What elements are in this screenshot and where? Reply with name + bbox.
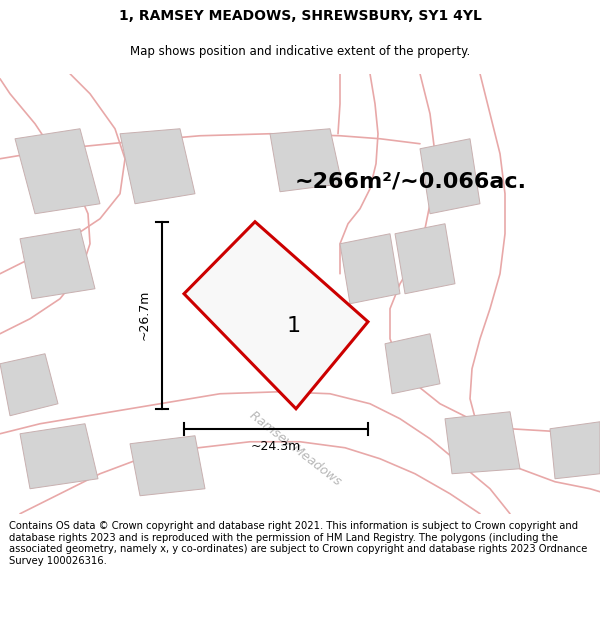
Text: Map shows position and indicative extent of the property.: Map shows position and indicative extent…	[130, 45, 470, 58]
Polygon shape	[445, 412, 520, 474]
Polygon shape	[130, 436, 205, 496]
Polygon shape	[20, 229, 95, 299]
Text: ~266m²/~0.066ac.: ~266m²/~0.066ac.	[295, 172, 527, 192]
Polygon shape	[15, 129, 100, 214]
Polygon shape	[184, 222, 368, 409]
Polygon shape	[395, 224, 455, 294]
Polygon shape	[120, 129, 195, 204]
Polygon shape	[420, 139, 480, 214]
Text: 1: 1	[287, 316, 301, 336]
Polygon shape	[340, 234, 400, 304]
Polygon shape	[0, 354, 58, 416]
Text: ~24.3m: ~24.3m	[251, 440, 301, 453]
Polygon shape	[385, 334, 440, 394]
Polygon shape	[270, 129, 342, 192]
Text: ~26.7m: ~26.7m	[137, 290, 151, 341]
Polygon shape	[550, 422, 600, 479]
Polygon shape	[20, 424, 98, 489]
Text: Ramsey Meadows: Ramsey Meadows	[247, 409, 343, 489]
Text: Contains OS data © Crown copyright and database right 2021. This information is : Contains OS data © Crown copyright and d…	[9, 521, 587, 566]
Text: 1, RAMSEY MEADOWS, SHREWSBURY, SY1 4YL: 1, RAMSEY MEADOWS, SHREWSBURY, SY1 4YL	[119, 9, 481, 22]
